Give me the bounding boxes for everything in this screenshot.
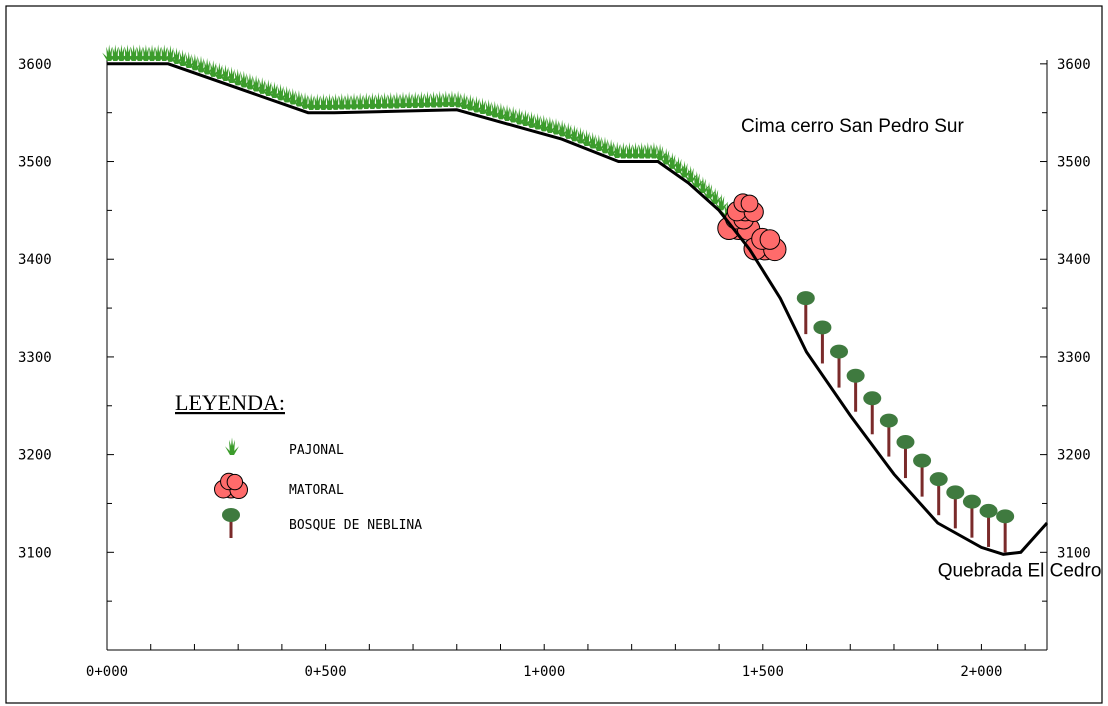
y-tick-label-left: 3200 [18,448,52,464]
tree-mark [796,291,815,335]
grass-mark [708,187,723,204]
tree-mark [946,485,965,529]
x-tick-label: 2+000 [960,664,1002,680]
terrain-profile-line [107,62,1049,556]
y-tick-label-right: 3400 [1057,252,1091,268]
shrub-icon [214,472,248,500]
grass-mark [665,152,680,169]
tree-mark [962,494,981,538]
legend-label-pajonal: PAJONAL [289,443,344,458]
y-tick-label-left: 3400 [18,252,52,268]
page-border [5,5,1103,704]
tree-mark [830,344,849,388]
y-tick-label-left: 3100 [18,545,52,561]
tree-icon [222,508,240,538]
y-tick-label-left: 3600 [18,57,52,73]
legend-label-matoral: MATORAL [289,483,344,498]
x-tick-label: 1+000 [523,664,565,680]
x-tick-label: 0+000 [86,664,128,680]
tree-mark [863,391,882,435]
grass-mark [659,147,674,165]
tree-mark [996,509,1015,553]
tree-mark [929,472,948,516]
y-tick-label-right: 3200 [1057,448,1091,464]
tree-mark [879,413,898,457]
grass-mark [114,44,129,61]
y-tick-label-left: 3500 [18,155,52,171]
legend-item-matoral: MATORAL [214,472,344,500]
tree-mark [846,368,865,412]
annotation-summit: Cima cerro San Pedro Sur [741,116,964,137]
grass-mark [671,156,686,173]
grass-mark [702,181,717,199]
grass-mark [695,176,710,193]
grass-mark [714,193,729,211]
tree-mark [979,503,998,547]
y-tick-label-right: 3500 [1057,155,1091,171]
y-tick-label-right: 3100 [1057,545,1091,561]
shrub-mark [726,193,764,222]
x-tick-label: 0+500 [305,664,347,680]
shrub-mark [743,227,787,262]
x-tick-label: 1+500 [742,664,784,680]
y-tick-label-right: 3600 [1057,57,1091,73]
y-tick-label-right: 3300 [1057,350,1091,366]
annotation-ravine: Quebrada El Cedro [938,561,1102,582]
legend-item-pajonal: PAJONAL [225,437,344,458]
grass-mark [304,93,319,110]
grass-icon [225,437,239,455]
y-tick-label-left: 3300 [18,350,52,366]
tree-mark [896,435,915,479]
legend-item-bosque: BOSQUE DE NEBLINA [222,508,422,538]
legend-title: LEYENDA: [175,390,285,415]
tree-mark [813,320,832,364]
legend: LEYENDA: PAJONAL MATORAL BOSQUE DE NEBLI… [175,390,422,538]
tree-mark [913,453,932,497]
axes: 3100 3100 3200 3200 3300 3300 3400 3400 3500 3500… [18,57,1091,680]
legend-label-bosque: BOSQUE DE NEBLINA [289,518,422,533]
grass-mark [653,143,668,161]
grass-mark [555,119,570,137]
annotations: Cima cerro San Pedro Sur Quebrada El Ced… [741,116,1101,582]
